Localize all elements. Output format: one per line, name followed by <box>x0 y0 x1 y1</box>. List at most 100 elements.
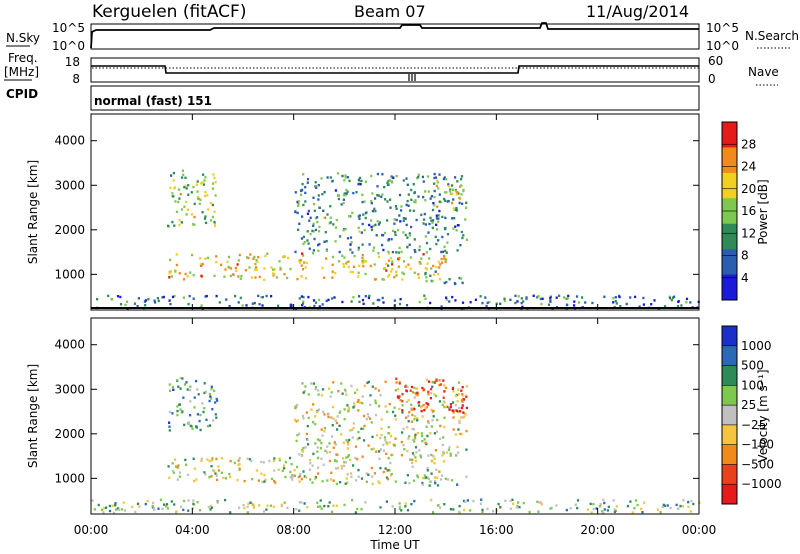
range-gate-cell <box>294 191 297 194</box>
range-gate-cell <box>119 295 122 299</box>
range-gate-cell <box>364 211 367 215</box>
range-gate-cell <box>325 240 328 243</box>
range-gate-cell <box>363 439 366 442</box>
range-gate-cell <box>169 302 172 306</box>
range-gate-cell <box>361 395 364 398</box>
range-gate-cell <box>243 479 246 483</box>
range-gate-cell <box>337 197 340 201</box>
range-gate-cell <box>398 214 401 217</box>
range-gate-cell <box>377 255 381 258</box>
range-gate-cell <box>238 457 241 460</box>
range-gate-cell <box>406 509 410 512</box>
range-gate-cell <box>264 254 267 258</box>
range-gate-cell <box>312 202 316 206</box>
range-gate-cell <box>370 200 373 203</box>
range-gate-cell <box>322 410 325 414</box>
range-gate-cell <box>274 481 277 484</box>
range-gate-cell <box>387 432 390 435</box>
range-gate-cell <box>187 509 190 512</box>
range-gate-cell <box>360 179 363 183</box>
range-gate-cell <box>387 179 390 183</box>
range-gate-cell <box>116 295 120 298</box>
x-tick-label: 08:00 <box>276 523 311 537</box>
range-gate-cell <box>175 510 178 513</box>
range-gate-cell <box>307 416 310 420</box>
colorbar-tick-label: 100 <box>741 378 764 392</box>
range-gate-cell <box>417 401 421 404</box>
range-gate-cell <box>614 296 617 299</box>
colorbar-tick-label: −100 <box>741 438 774 452</box>
range-gate-cell <box>436 228 439 231</box>
range-gate-cell <box>349 270 352 274</box>
range-gate-cell <box>432 219 435 222</box>
range-gate-cell <box>373 278 377 281</box>
range-gate-cell <box>417 173 420 176</box>
range-gate-cell <box>379 436 382 440</box>
range-gate-cell <box>485 304 488 308</box>
range-gate-cell <box>299 261 302 264</box>
range-gate-cell <box>650 303 653 306</box>
range-gate-cell <box>310 408 313 411</box>
range-gate-cell <box>102 511 105 514</box>
range-gate-cell <box>432 455 435 458</box>
range-gate-cell <box>272 505 275 508</box>
range-gate-cell <box>303 261 306 264</box>
range-gate-cell <box>258 303 261 306</box>
range-gate-cell <box>615 505 618 508</box>
range-gate-cell <box>569 507 572 510</box>
range-gate-cell <box>395 251 398 254</box>
range-gate-cell <box>409 256 412 259</box>
range-gate-cell <box>456 180 459 183</box>
range-gate-cell <box>361 243 364 246</box>
range-gate-cell <box>387 252 391 255</box>
range-gate-cell <box>334 226 338 229</box>
range-gate-cell <box>435 223 438 226</box>
range-gate-cell <box>307 209 310 213</box>
range-gate-cell <box>330 391 333 394</box>
range-gate-cell <box>661 505 664 509</box>
range-gate-cell <box>178 188 181 191</box>
range-gate-cell <box>342 265 346 268</box>
range-gate-cell <box>452 409 455 412</box>
range-gate-cell <box>430 388 433 391</box>
range-gate-cell <box>344 390 347 393</box>
range-gate-cell <box>382 234 385 237</box>
range-gate-cell <box>452 198 455 201</box>
range-gate-cell <box>325 249 328 252</box>
range-gate-cell <box>175 465 178 468</box>
range-gate-cell <box>307 393 310 396</box>
x-tick-label: 04:00 <box>175 523 210 537</box>
range-gate-cell <box>446 200 449 203</box>
range-gate-cell <box>430 453 433 457</box>
range-gate-cell <box>309 478 312 481</box>
range-gate-cell <box>177 385 180 388</box>
range-gate-cell <box>209 395 212 398</box>
range-gate-cell <box>602 511 605 515</box>
range-gate-cell <box>342 201 345 205</box>
range-gate-cell <box>406 449 409 453</box>
range-gate-cell <box>301 450 304 453</box>
range-gate-cell <box>386 181 389 184</box>
range-gate-cell <box>481 301 484 305</box>
range-gate-cell <box>414 391 417 395</box>
range-gate-cell <box>363 200 366 203</box>
range-gate-cell <box>358 217 361 220</box>
range-gate-cell <box>278 260 281 263</box>
noise-right-tick-top: 10^5 <box>706 21 739 35</box>
range-gate-cell <box>424 235 427 238</box>
range-gate-cell <box>216 501 219 504</box>
range-gate-cell <box>449 192 453 195</box>
range-gate-cell <box>331 276 334 279</box>
range-gate-cell <box>452 428 455 431</box>
range-gate-cell <box>384 438 387 442</box>
range-gate-cell <box>413 271 416 274</box>
range-gate-cell <box>282 255 285 258</box>
range-gate-cell <box>269 504 272 507</box>
colorbar-tick-label: 20 <box>741 182 756 196</box>
range-gate-cell <box>402 219 405 223</box>
range-gate-cell <box>393 299 396 302</box>
range-gate-cell <box>213 176 216 179</box>
range-gate-cell <box>258 504 261 507</box>
range-gate-cell <box>431 279 434 283</box>
